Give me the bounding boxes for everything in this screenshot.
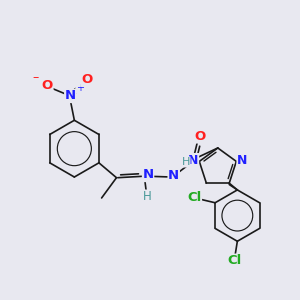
Text: H: H <box>182 157 190 167</box>
Text: Cl: Cl <box>227 254 242 267</box>
Text: N: N <box>168 169 179 182</box>
Text: N: N <box>237 154 247 166</box>
Text: O: O <box>81 73 92 86</box>
Text: N: N <box>142 169 154 182</box>
Text: H: H <box>143 190 152 203</box>
Text: O: O <box>194 130 205 143</box>
Text: O: O <box>42 80 53 92</box>
Text: Cl: Cl <box>187 191 201 204</box>
Text: +: + <box>76 83 84 93</box>
Text: N: N <box>188 154 199 166</box>
Text: –: – <box>32 71 38 84</box>
Text: N: N <box>65 89 76 103</box>
